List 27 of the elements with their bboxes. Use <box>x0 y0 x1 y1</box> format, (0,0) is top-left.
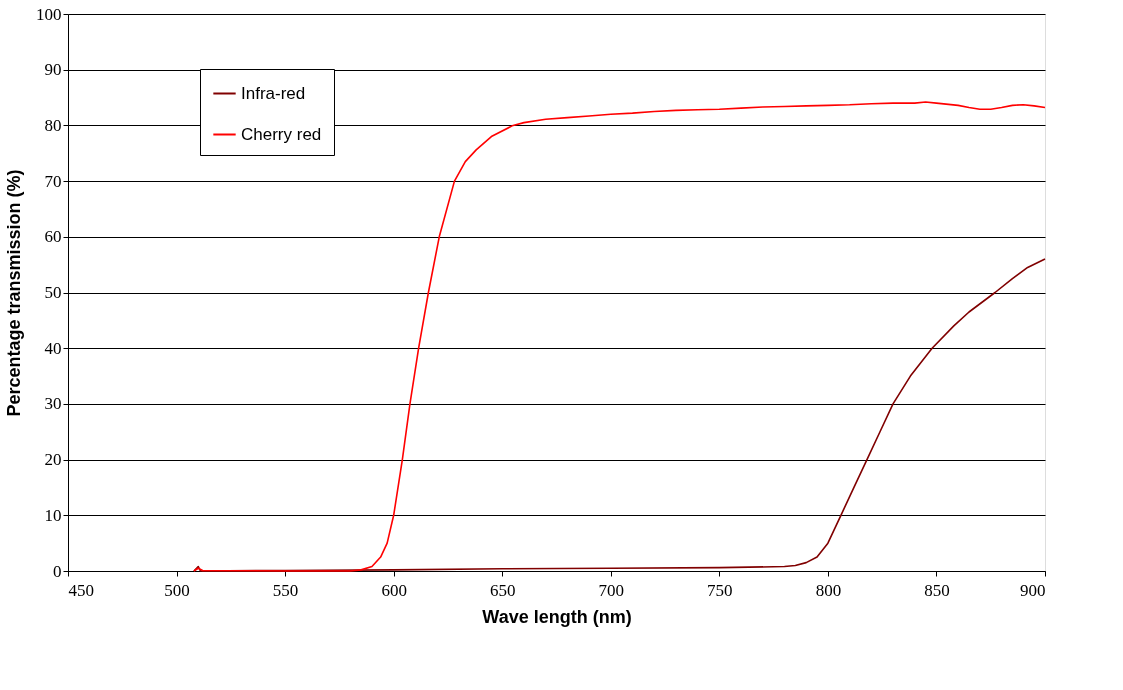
y-tick-label: 20 <box>44 450 62 470</box>
x-tick-label: 700 <box>598 580 625 600</box>
x-tick-label: 800 <box>815 580 842 600</box>
y-tick-label: 0 <box>53 561 62 581</box>
y-tick-label: 10 <box>44 505 62 525</box>
x-tick-label: 550 <box>272 580 299 600</box>
y-tick-label: 50 <box>44 283 62 302</box>
y-axis-title: Percentage transmission (%) <box>4 169 24 417</box>
y-tick-label: 60 <box>44 227 62 247</box>
x-tick-label: 750 <box>707 580 733 600</box>
x-tick-label: 500 <box>164 580 190 600</box>
line-series <box>193 101 1046 572</box>
legend-label: Infra-red <box>241 83 306 103</box>
x-tick-label: 900 <box>1020 580 1046 600</box>
x-tick-label: 850 <box>924 580 950 600</box>
x-axis-title: Wave length (nm) <box>482 606 632 627</box>
y-tick-label: 90 <box>44 60 62 80</box>
line-series <box>193 258 1046 572</box>
x-tick-label: 650 <box>489 580 516 600</box>
legend-label: Cherry red <box>241 124 322 144</box>
y-tick-label: 100 <box>36 4 62 24</box>
y-tick-label: 70 <box>44 171 62 191</box>
x-tick-label: 450 <box>68 580 94 600</box>
y-tick-label: 30 <box>44 394 62 414</box>
y-tick-label: 80 <box>44 115 62 135</box>
x-tick-label: 600 <box>381 580 407 600</box>
y-tick-label: 40 <box>44 338 62 358</box>
